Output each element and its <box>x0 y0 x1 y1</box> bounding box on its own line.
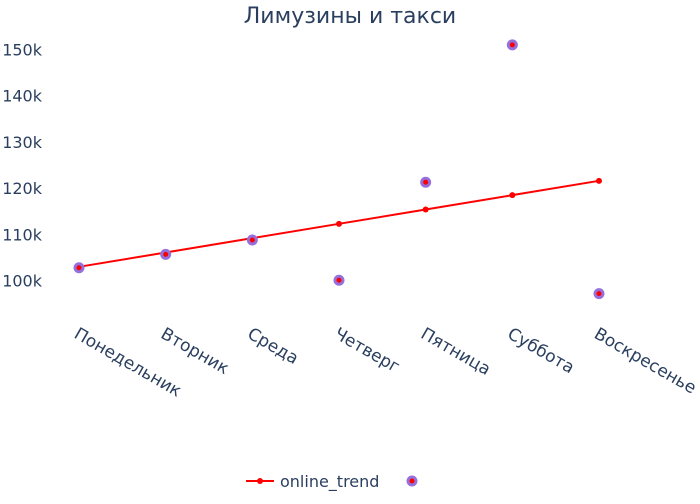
data-point <box>160 248 172 260</box>
data-point <box>593 288 605 300</box>
x-tick-label: Среда <box>244 324 302 369</box>
trend-point <box>422 206 429 213</box>
trend-point <box>336 220 342 227</box>
y-axis-ticks: 100k 110k 120k 130k 140k 150k <box>2 40 43 290</box>
y-tick-label: 120k <box>2 179 43 198</box>
x-tick-label: Четверг <box>331 324 404 377</box>
data-point <box>333 274 345 286</box>
legend-marker-series-2 <box>406 475 418 487</box>
data-point <box>506 39 518 51</box>
data-point <box>246 234 258 246</box>
x-tick-label: Суббота <box>504 324 578 378</box>
x-tick-label: Пятница <box>417 324 494 380</box>
data-point <box>73 262 85 274</box>
trend-point <box>509 192 516 199</box>
data-point <box>420 176 432 188</box>
x-tick-label: Вторник <box>157 324 232 379</box>
y-tick-label: 100k <box>2 272 43 291</box>
y-tick-label: 140k <box>2 87 43 106</box>
y-tick-label: 130k <box>2 133 43 152</box>
legend-marker-online-trend <box>257 478 263 484</box>
x-tick-label: Воскресенье <box>591 324 700 398</box>
trend-point <box>596 177 602 184</box>
legend[interactable]: online_trend <box>246 472 418 492</box>
y-tick-label: 110k <box>2 225 43 244</box>
y-tick-label: 150k <box>2 40 43 59</box>
legend-label-online-trend: online_trend <box>280 472 379 492</box>
plot-area <box>73 39 605 300</box>
chart-title: Лимузины и такси <box>244 4 456 29</box>
